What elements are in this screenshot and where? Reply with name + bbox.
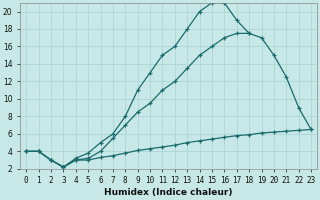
X-axis label: Humidex (Indice chaleur): Humidex (Indice chaleur) [104, 188, 233, 197]
